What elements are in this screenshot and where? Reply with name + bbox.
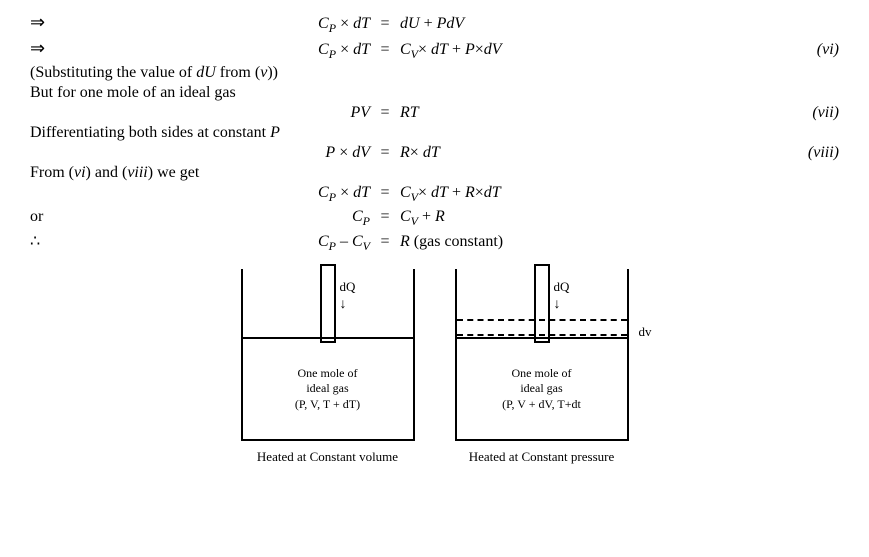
eq-number: (vii) [779,104,839,122]
equals-sign: = [370,144,400,162]
diagram-constant-volume: dQ ↓ One mole of ideal gas (P, V, T + dT… [241,269,415,465]
eq-line-pv-rt: PV = RT (vii) [30,104,839,122]
eq-lhs: CP × dT [230,184,370,205]
diagram-row: dQ ↓ One mole of ideal gas (P, V, T + dT… [30,269,839,465]
arrow-down-icon: ↓ [340,297,347,313]
eq-lhs: CP [230,208,370,229]
implies-arrow: ⇒ [30,38,230,59]
equals-sign: = [370,208,400,226]
text-differentiating: Differentiating both sides at constant P [30,124,839,142]
gas-box-1: One mole of ideal gas (P, V, T + dT) [243,337,413,439]
eq-lhs: CP × dT [230,15,370,36]
eq-lhs: PV [230,104,370,122]
eq-lhs: P × dV [230,144,370,162]
equals-sign: = [370,233,400,251]
gas-box-2: One mole of ideal gas (P, V + dV, T+dt [457,337,627,439]
diagram-constant-pressure: dQ ↓ dv One mole of ideal gas (P, V + dV… [455,269,629,465]
dashed-line-top [457,319,627,321]
eq-line-9: CP × dT = CV× dT + R×dT [30,184,839,205]
container-2: dQ ↓ dv One mole of ideal gas (P, V + dV… [455,269,629,441]
dv-label: dv [639,324,652,340]
dq-label-1: dQ [340,279,356,295]
container-1: dQ ↓ One mole of ideal gas (P, V, T + dT… [241,269,415,441]
dq-label-2: dQ [554,279,570,295]
eq-rhs: CV× dT + P×dV [400,41,779,62]
equals-sign: = [370,15,400,33]
eq-line-11: ∴ CP – CV = R (gas constant) [30,231,839,254]
piston-1 [320,264,336,343]
text-one-mole: But for one mole of an ideal gas [30,84,839,102]
eq-line-2: ⇒ CP × dT = CV× dT + P×dV (vi) [30,38,839,62]
eq-rhs: CV + R [400,208,779,229]
eq-lhs: CP – CV [230,233,370,254]
eq-rhs: RT [400,104,779,122]
arrow-down-icon: ↓ [554,297,561,313]
eq-line-1: ⇒ CP × dT = dU + PdV [30,12,839,36]
eq-rhs: dU + PdV [400,15,779,33]
eq-line-pdv: P × dV = R× dT (viii) [30,144,839,162]
dashed-line-bottom [457,334,627,336]
eq-rhs: CV× dT + R×dT [400,184,779,205]
equals-sign: = [370,104,400,122]
implies-arrow: ⇒ [30,12,230,33]
text-from-vi-viii: From (vi) and (viii) we get [30,164,839,182]
lead-or: or [30,208,230,226]
piston-2 [534,264,550,343]
equals-sign: = [370,184,400,202]
equals-sign: = [370,41,400,59]
eq-rhs: R× dT [400,144,779,162]
eq-number: (vi) [779,41,839,59]
eq-rhs: R (gas constant) [400,233,779,251]
caption-1: Heated at Constant volume [257,449,398,465]
eq-line-10: or CP = CV + R [30,208,839,229]
caption-2: Heated at Constant pressure [469,449,614,465]
eq-lhs: CP × dT [230,41,370,62]
eq-number: (viii) [779,144,839,162]
text-substituting: (Substituting the value of dU from (v)) [30,64,839,82]
therefore-symbol: ∴ [30,231,230,251]
